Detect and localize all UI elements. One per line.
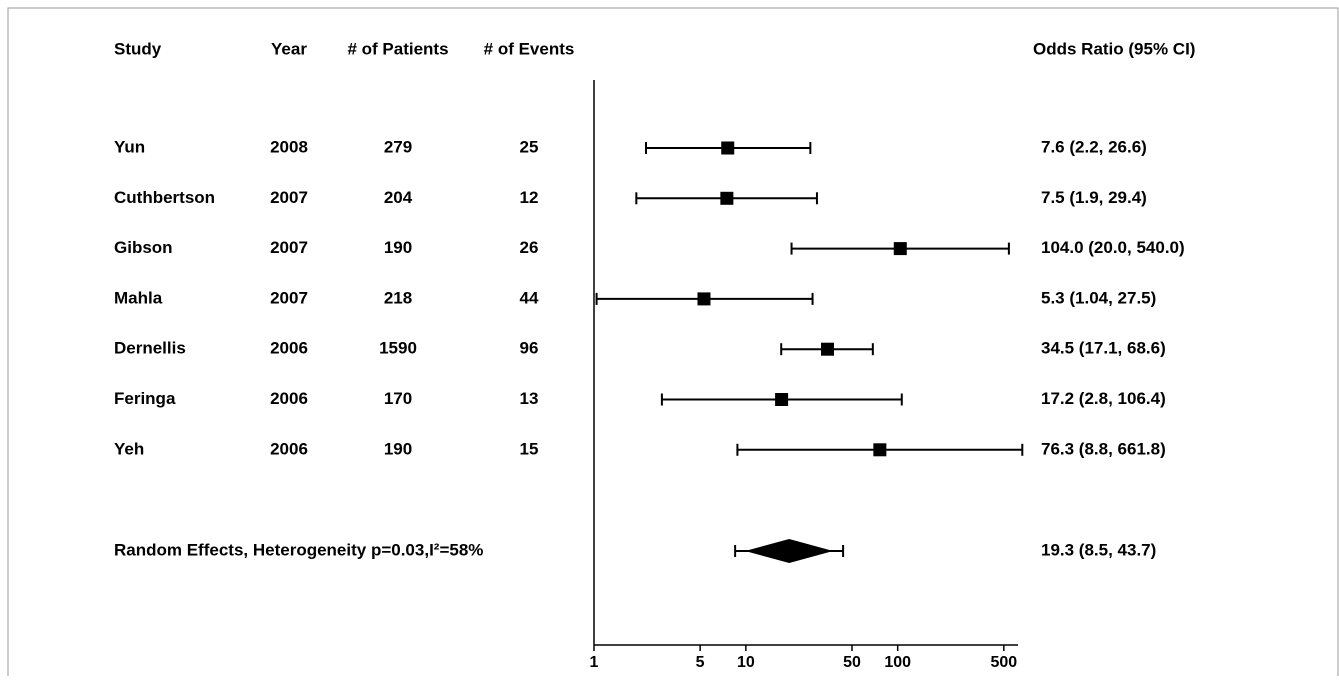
point-estimate [821, 342, 835, 356]
events: 26 [520, 238, 539, 257]
year: 2007 [270, 238, 308, 257]
summary-diamond [745, 539, 834, 563]
patients: 190 [384, 439, 412, 458]
study-name: Feringa [114, 389, 176, 408]
point-estimate [893, 242, 907, 256]
events: 25 [520, 137, 539, 156]
x-tick-label: 500 [990, 654, 1017, 671]
point-estimate [697, 292, 711, 306]
odds-ratio-label: 5.3 (1.04, 27.5) [1041, 288, 1156, 307]
x-tick-label: 1 [590, 654, 599, 671]
study-name: Dernellis [114, 339, 186, 358]
year: 2006 [270, 389, 308, 408]
odds-ratio-label: 7.5 (1.9, 29.4) [1041, 188, 1147, 207]
year: 2006 [270, 339, 308, 358]
odds-ratio-label: 7.6 (2.2, 26.6) [1041, 137, 1147, 156]
events: 15 [520, 439, 539, 458]
x-tick-label: 50 [843, 654, 861, 671]
x-tick-label: 5 [696, 654, 705, 671]
patients: 279 [384, 137, 412, 156]
summary-value-label: 19.3 (8.5, 43.7) [1041, 540, 1156, 559]
column-header: Odds Ratio (95% CI) [1033, 39, 1195, 58]
patients: 170 [384, 389, 412, 408]
study-name: Gibson [114, 238, 173, 257]
study-name: Mahla [114, 288, 163, 307]
point-estimate [775, 393, 789, 406]
patients: 218 [384, 288, 412, 307]
year: 2008 [270, 137, 308, 156]
x-tick-label: 100 [884, 654, 911, 671]
point-estimate [873, 443, 887, 457]
study-name: Yun [114, 137, 145, 156]
x-tick-label: 10 [737, 654, 755, 671]
odds-ratio-label: 104.0 (20.0, 540.0) [1041, 238, 1185, 257]
point-estimate [721, 141, 735, 155]
events: 12 [520, 188, 539, 207]
odds-ratio-label: 17.2 (2.8, 106.4) [1041, 389, 1166, 408]
year: 2007 [270, 188, 308, 207]
events: 13 [520, 389, 539, 408]
events: 44 [520, 288, 539, 307]
summary-label: Random Effects, Heterogeneity p=0.03,I²=… [114, 540, 483, 559]
point-estimate [720, 191, 734, 205]
study-name: Yeh [114, 439, 144, 458]
odds-ratio-label: 34.5 (17.1, 68.6) [1041, 339, 1166, 358]
column-header: Year [271, 39, 307, 58]
patients: 190 [384, 238, 412, 257]
study-name: Cuthbertson [114, 188, 215, 207]
frame [7, 7, 1339, 681]
column-header: # of Events [484, 39, 575, 58]
patients: 1590 [379, 339, 417, 358]
odds-ratio-label: 76.3 (8.8, 661.8) [1041, 439, 1166, 458]
events: 96 [520, 339, 539, 358]
column-header: Study [114, 39, 162, 58]
year: 2007 [270, 288, 308, 307]
column-header: # of Patients [347, 39, 448, 58]
patients: 204 [384, 188, 413, 207]
year: 2006 [270, 439, 308, 458]
